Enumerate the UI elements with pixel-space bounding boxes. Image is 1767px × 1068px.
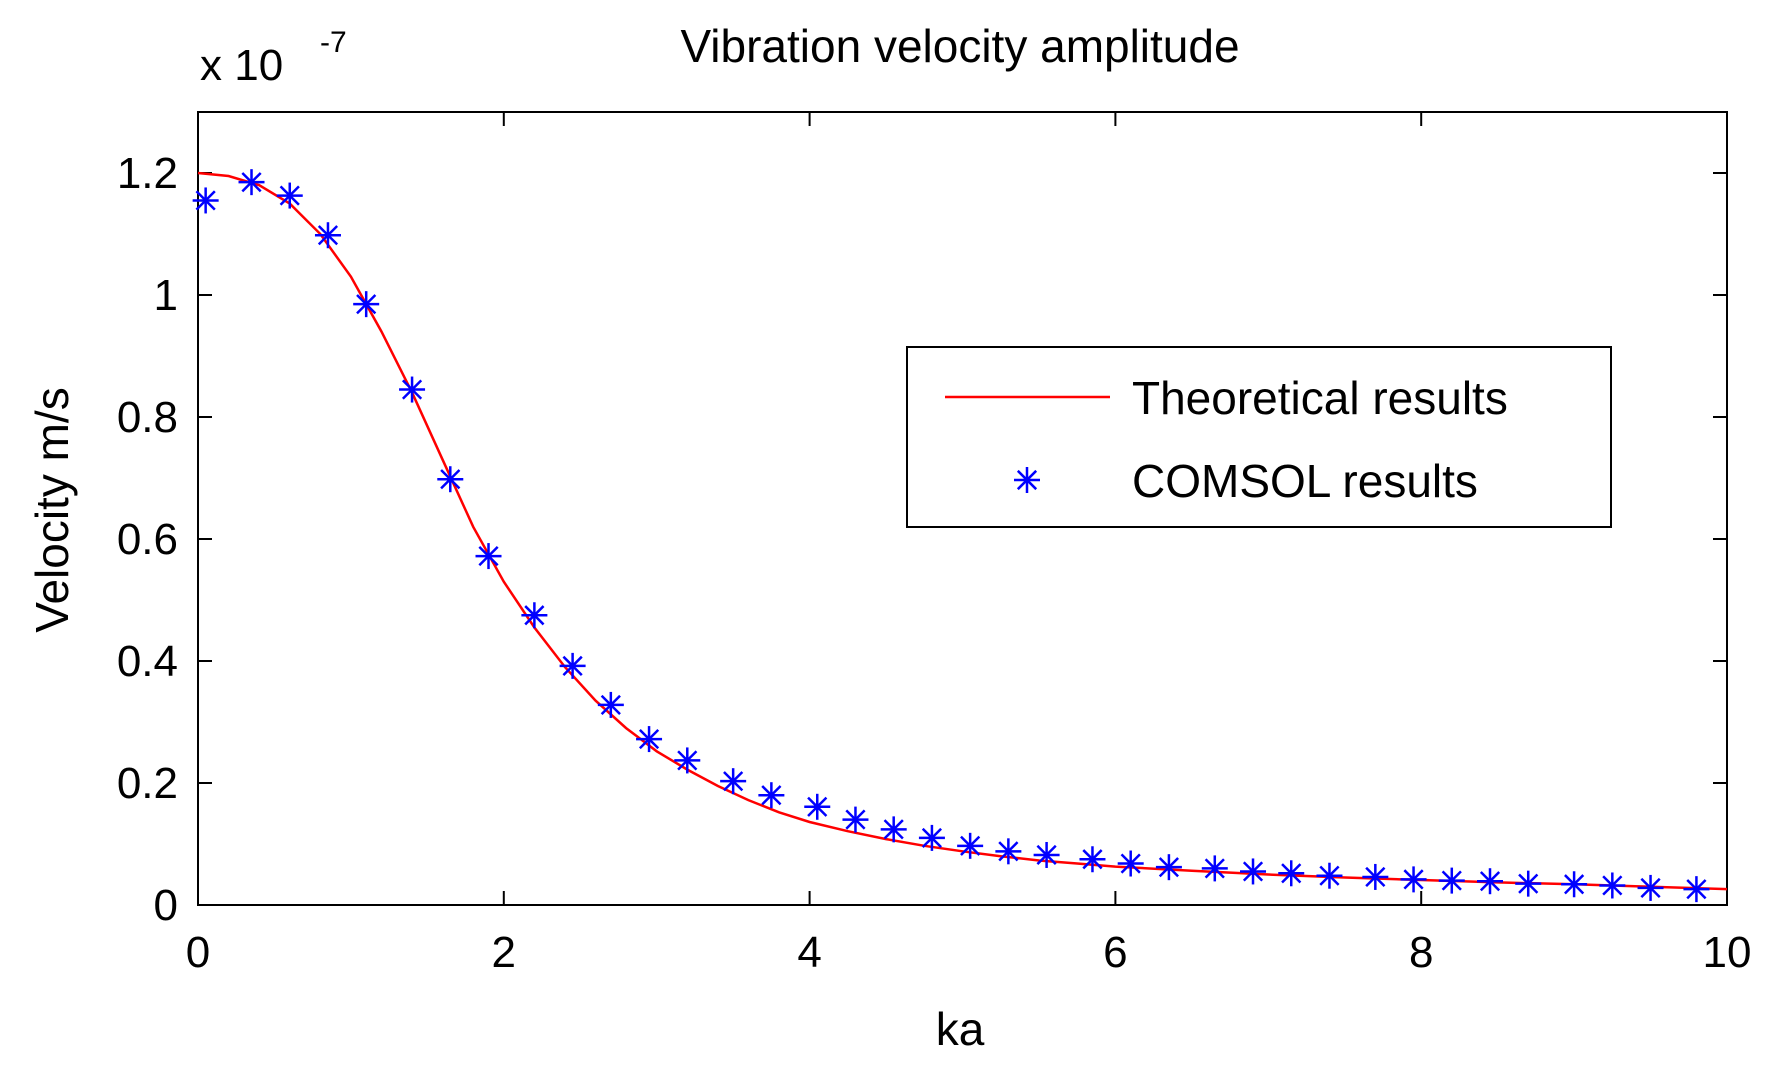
data-point-comsol: [238, 169, 265, 196]
data-point-comsol: [1278, 860, 1305, 887]
x-axis-label: ka: [936, 1003, 985, 1055]
data-point-comsol: [804, 793, 831, 820]
data-point-comsol: [399, 376, 426, 403]
data-point-comsol: [1316, 862, 1343, 889]
y-axis-exponent: x 10: [200, 41, 283, 90]
data-point-comsol: [1240, 858, 1267, 885]
data-point-comsol: [957, 832, 984, 859]
x-tick-label: 8: [1409, 928, 1433, 977]
x-tick-label: 4: [797, 928, 821, 977]
y-axis: 0 0.2 0.4 0.6 0.8 1 1.2: [117, 149, 1727, 930]
data-point-comsol: [1515, 870, 1542, 897]
data-point-comsol: [636, 726, 663, 753]
legend-marker-swatch: [1014, 467, 1040, 493]
data-point-comsol: [918, 824, 945, 851]
data-point-comsol: [1599, 872, 1626, 899]
data-point-comsol: [1201, 855, 1228, 882]
data-point-comsol: [559, 652, 586, 679]
data-point-comsol: [1033, 841, 1060, 868]
data-point-comsol: [880, 816, 907, 843]
x-tick-label: 6: [1103, 928, 1127, 977]
x-tick-label: 2: [492, 928, 516, 977]
y-tick-label: 1.2: [117, 149, 178, 198]
data-point-comsol: [1561, 871, 1588, 898]
y-exponent-power: -7: [320, 26, 347, 59]
y-tick-label: 0.4: [117, 637, 178, 686]
x-tick-label: 10: [1703, 928, 1752, 977]
x-axis: 0 2 4 6 8 10: [186, 112, 1752, 977]
legend-entry-comsol: COMSOL results: [1132, 455, 1478, 507]
chart-title: Vibration velocity amplitude: [680, 20, 1239, 72]
y-tick-label: 1: [154, 271, 178, 320]
x-tick-label: 0: [186, 928, 210, 977]
y-axis-label: Velocity m/s: [26, 387, 78, 632]
data-point-comsol: [353, 291, 380, 318]
data-point-comsol: [1477, 868, 1504, 895]
data-point-comsol: [1117, 850, 1144, 877]
data-point-comsol: [1155, 854, 1182, 881]
data-point-comsol: [1400, 866, 1427, 893]
series-line-theoretical: [197, 171, 1728, 891]
data-point-comsol: [314, 222, 341, 249]
y-exponent-base: x 10: [200, 41, 283, 90]
data-point-comsol: [842, 806, 869, 833]
data-point-comsol: [758, 782, 785, 809]
data-point-comsol: [437, 466, 464, 493]
data-point-comsol: [1362, 863, 1389, 890]
data-point-comsol: [1683, 876, 1710, 903]
legend-entry-theoretical: Theoretical results: [1132, 372, 1508, 424]
legend-star-marker: [1014, 467, 1040, 493]
y-tick-label: 0.6: [117, 515, 178, 564]
data-point-comsol: [475, 543, 502, 570]
y-tick-label: 0: [154, 881, 178, 930]
data-point-comsol: [674, 747, 701, 774]
data-point-comsol: [276, 182, 303, 209]
y-tick-label: 0.8: [117, 393, 178, 442]
data-point-comsol: [597, 691, 624, 718]
data-point-comsol: [192, 187, 219, 214]
legend-box: [906, 346, 1612, 528]
data-point-comsol: [1438, 867, 1465, 894]
data-point-comsol: [1079, 846, 1106, 873]
data-point-comsol: [521, 602, 548, 629]
series-markers-comsol: [192, 169, 1710, 903]
data-point-comsol: [995, 838, 1022, 865]
y-tick-label: 0.2: [117, 759, 178, 808]
data-point-comsol: [1637, 874, 1664, 901]
data-point-comsol: [720, 768, 747, 795]
legend: Theoretical results COMSOL results: [906, 346, 1612, 528]
